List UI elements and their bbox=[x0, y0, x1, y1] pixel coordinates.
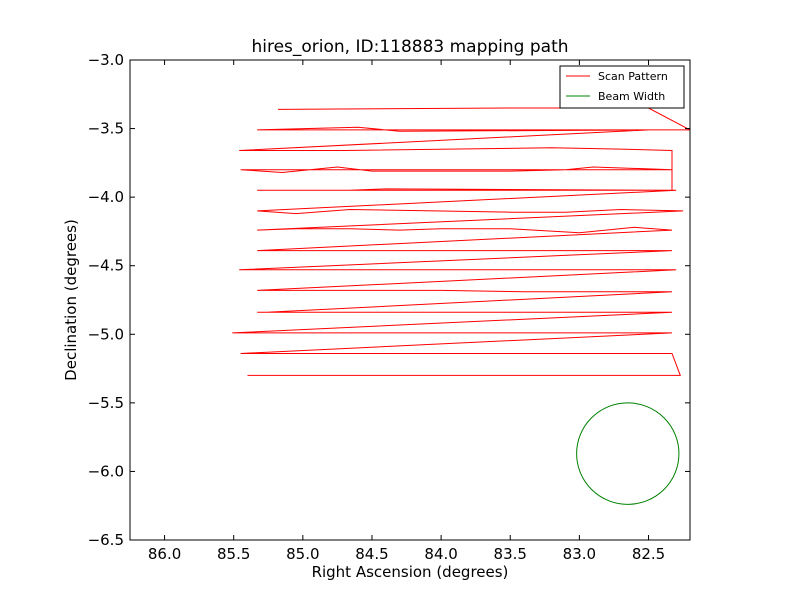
x-tick-label: 86.0 bbox=[148, 545, 181, 563]
x-tick-label: 82.5 bbox=[632, 545, 665, 563]
legend-label-beam-width: Beam Width bbox=[598, 90, 665, 103]
y-tick-label: −4.5 bbox=[88, 257, 124, 275]
beam-width-circle bbox=[576, 402, 680, 505]
x-axis-label: Right Ascension (degrees) bbox=[312, 563, 509, 581]
plot-area bbox=[232, 107, 690, 505]
legend-box bbox=[559, 65, 685, 109]
y-tick-label: −5.5 bbox=[88, 394, 124, 412]
legend-label-scan-pattern: Scan Pattern bbox=[598, 70, 668, 83]
x-tick-label: 84.5 bbox=[355, 545, 388, 563]
y-tick-label: −3.0 bbox=[88, 51, 124, 69]
x-tick-label: 85.0 bbox=[286, 545, 319, 563]
x-tick-label: 85.5 bbox=[217, 545, 250, 563]
x-tick-label: 84.0 bbox=[424, 545, 457, 563]
y-axis: −3.0 −3.5 −4.0 −4.5 −5.0 −5.5 −6.0 −6.5 bbox=[88, 51, 690, 549]
chart-title: hires_orion, ID:118883 mapping path bbox=[251, 37, 568, 57]
y-tick-label: −5.0 bbox=[88, 325, 124, 343]
y-tick-label: −4.0 bbox=[88, 188, 124, 206]
y-axis-label: Declination (degrees) bbox=[62, 219, 80, 381]
y-tick-label: −3.5 bbox=[88, 120, 124, 138]
x-tick-label: 83.0 bbox=[563, 545, 596, 563]
scan-pattern-line bbox=[232, 107, 690, 376]
legend: Scan Pattern Beam Width bbox=[559, 65, 685, 109]
x-axis: 86.0 85.5 85.0 84.5 84.0 83.5 83.0 82.5 bbox=[148, 60, 665, 563]
y-tick-label: −6.5 bbox=[88, 531, 124, 549]
x-tick-label: 83.5 bbox=[494, 545, 527, 563]
y-tick-label: −6.0 bbox=[88, 462, 124, 480]
plot-frame bbox=[129, 59, 691, 541]
